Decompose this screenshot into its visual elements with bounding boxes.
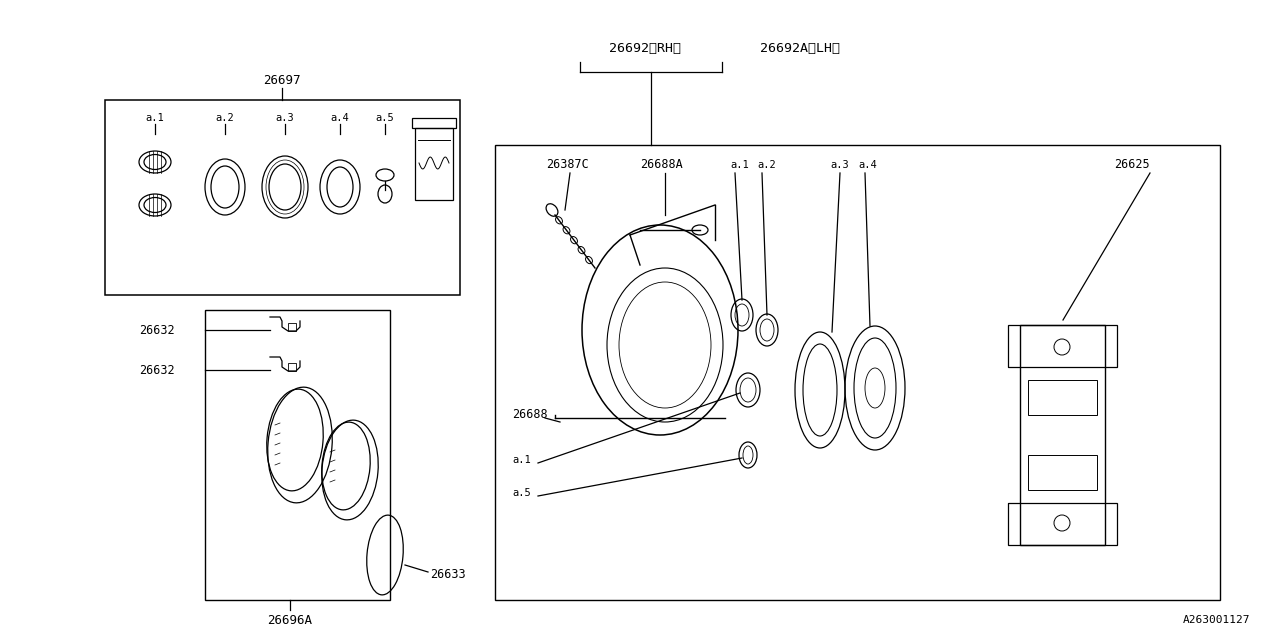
Text: 26387C: 26387C bbox=[547, 159, 589, 172]
Text: a.2: a.2 bbox=[215, 113, 234, 123]
Bar bbox=[1028, 380, 1097, 415]
Text: 26692〈RH〉: 26692〈RH〉 bbox=[609, 42, 681, 54]
Text: a.4: a.4 bbox=[330, 113, 349, 123]
Text: 26633: 26633 bbox=[430, 568, 466, 582]
Text: a.5: a.5 bbox=[375, 113, 394, 123]
Bar bbox=[205, 310, 390, 600]
Text: a.2: a.2 bbox=[756, 160, 776, 170]
Bar bbox=[415, 128, 453, 200]
Text: 26692A〈LH〉: 26692A〈LH〉 bbox=[760, 42, 840, 54]
Text: 26696A: 26696A bbox=[268, 614, 312, 627]
Text: 26688A: 26688A bbox=[640, 159, 682, 172]
Text: a.1: a.1 bbox=[730, 160, 749, 170]
Bar bbox=[288, 323, 296, 331]
Bar bbox=[288, 363, 296, 371]
Text: 26632: 26632 bbox=[140, 323, 175, 337]
Bar bbox=[1009, 503, 1117, 545]
Text: a.3: a.3 bbox=[829, 160, 849, 170]
Text: 26688: 26688 bbox=[512, 408, 548, 422]
Text: a.5: a.5 bbox=[512, 488, 531, 498]
Bar bbox=[495, 145, 1220, 600]
Text: 26632: 26632 bbox=[140, 364, 175, 376]
Bar bbox=[1009, 325, 1117, 367]
Text: 26697: 26697 bbox=[264, 74, 301, 86]
Text: a.1: a.1 bbox=[146, 113, 164, 123]
Bar bbox=[1028, 455, 1097, 490]
Text: 26625: 26625 bbox=[1115, 159, 1149, 172]
Text: a.1: a.1 bbox=[512, 455, 531, 465]
Text: a.4: a.4 bbox=[858, 160, 877, 170]
Bar bbox=[1020, 325, 1105, 545]
Text: a.3: a.3 bbox=[275, 113, 294, 123]
Text: A263001127: A263001127 bbox=[1183, 615, 1251, 625]
Bar bbox=[412, 118, 456, 128]
Bar bbox=[105, 100, 460, 295]
